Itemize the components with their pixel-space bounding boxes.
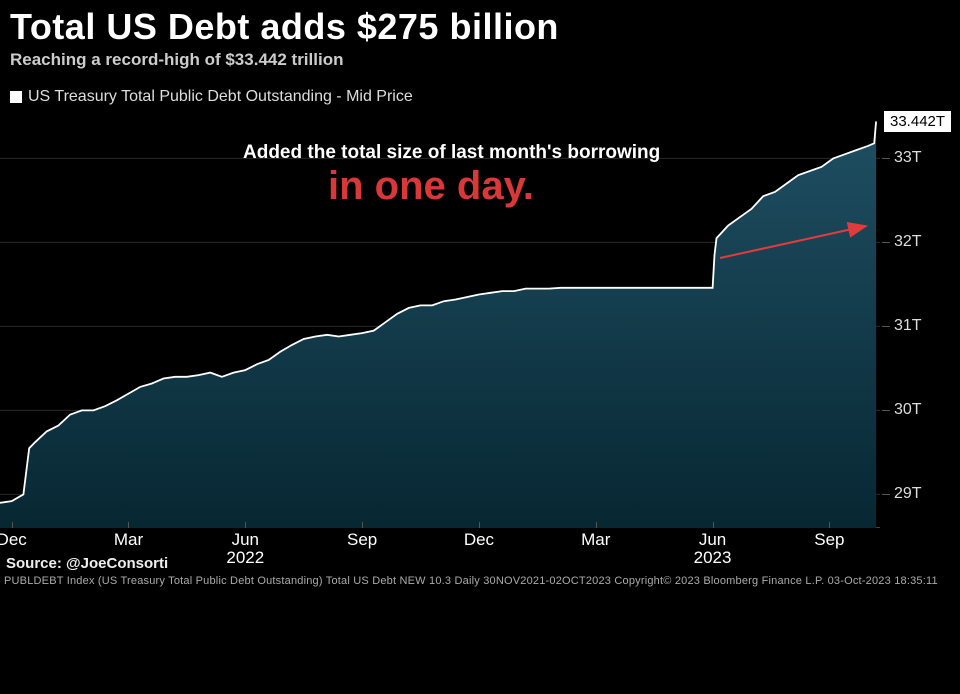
x-axis-tick-label: Dec	[0, 530, 27, 550]
x-axis-tick-label: Jun	[699, 530, 726, 550]
legend-swatch	[10, 91, 22, 103]
x-axis-tick-label: Mar	[114, 530, 143, 550]
chart-subtitle: Reaching a record-high of $33.442 trilli…	[0, 48, 960, 70]
x-axis-tick-label: Dec	[464, 530, 494, 550]
y-axis-tick-label: 32T	[894, 233, 922, 251]
chart-title: Total US Debt adds $275 billion	[0, 0, 960, 48]
y-axis-tick-label: 30T	[894, 401, 922, 419]
legend: US Treasury Total Public Debt Outstandin…	[0, 70, 960, 106]
footer-copyright: PUBLDEBT Index (US Treasury Total Public…	[4, 575, 938, 587]
y-axis-tick-label: 29T	[894, 485, 922, 503]
y-axis-tick-label: 31T	[894, 317, 922, 335]
annotation-line-2: in one day.	[328, 164, 534, 209]
x-axis-tick-label: Mar	[581, 530, 610, 550]
source-attribution: Source: @JoeConsorti	[6, 555, 168, 572]
y-axis: 29T 30T 31T 32T 33T	[882, 108, 960, 528]
x-axis-tick-label: Sep	[814, 530, 844, 550]
x-axis-year-label: 2023	[694, 548, 732, 568]
legend-label: US Treasury Total Public Debt Outstandin…	[28, 88, 413, 106]
x-axis-year-label: 2022	[226, 548, 264, 568]
x-axis-tick-label: Sep	[347, 530, 377, 550]
y-axis-tick-label: 33T	[894, 149, 922, 167]
x-axis-tick-label: Jun	[232, 530, 259, 550]
annotation-line-1: Added the total size of last month's bor…	[243, 142, 660, 164]
endpoint-value-label: 33.442T	[884, 111, 951, 132]
